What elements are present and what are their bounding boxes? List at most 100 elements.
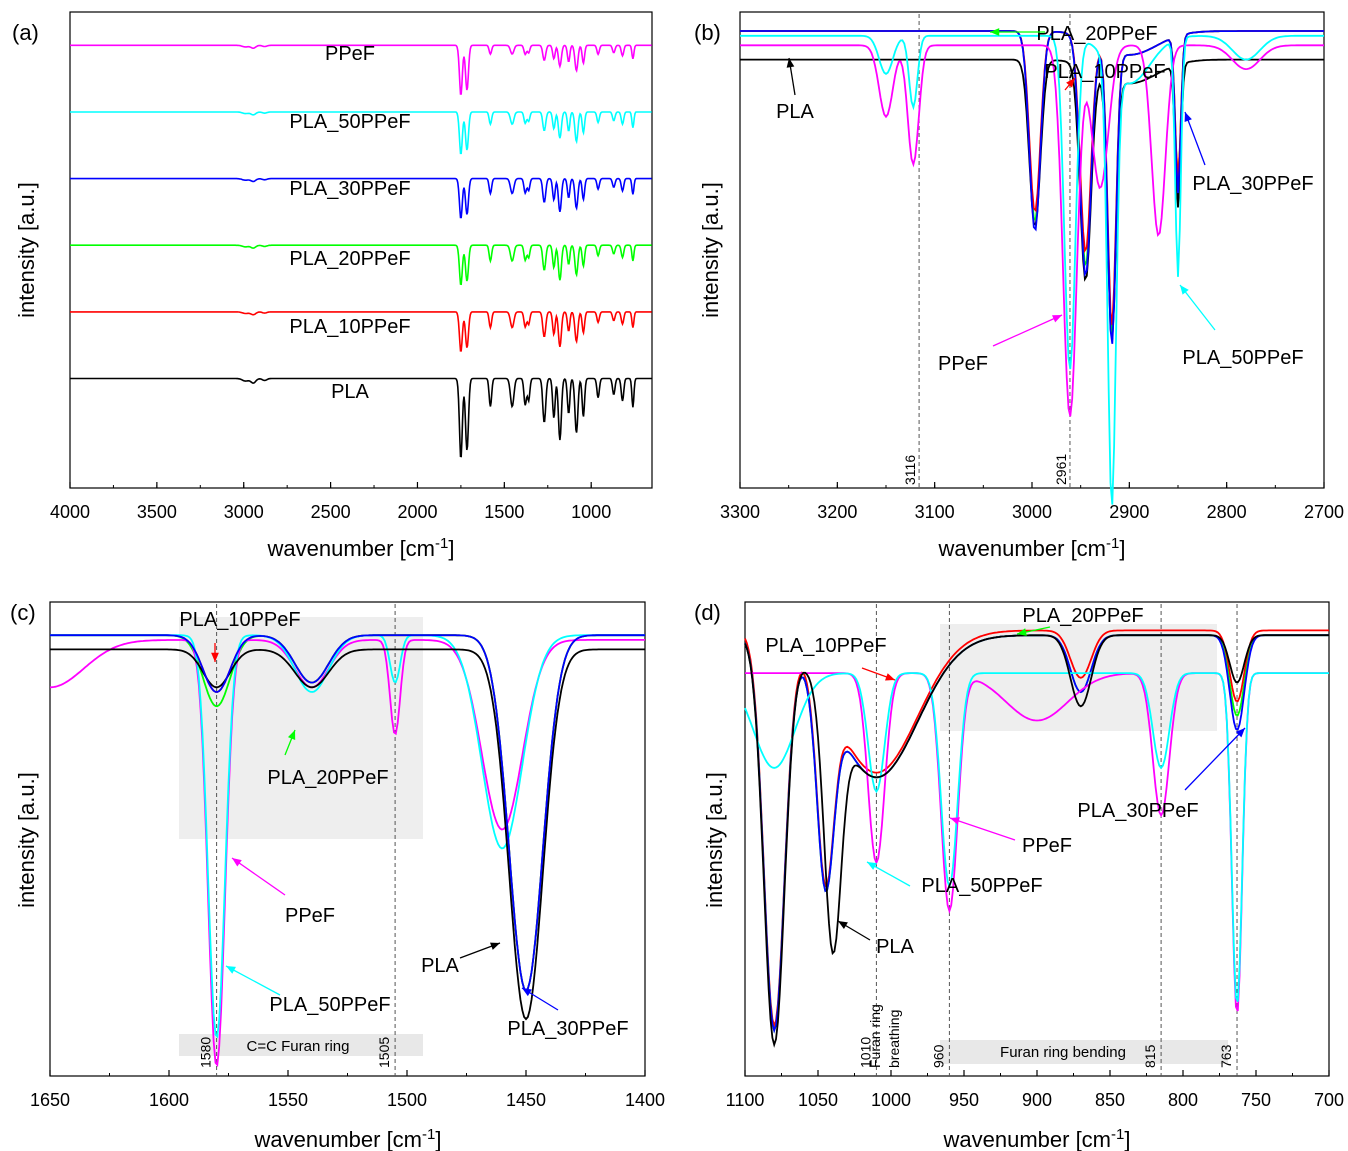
y-axis-label: intensity [a.u.] (14, 772, 39, 908)
annotation-arrow (231, 857, 286, 896)
x-tick-label: 750 (1241, 1090, 1271, 1110)
x-tick-label: 900 (1022, 1090, 1052, 1110)
series-line-PLA_50PPeF (70, 111, 652, 155)
x-tick-label: 3000 (1012, 502, 1052, 522)
x-tick-label: 1400 (625, 1090, 665, 1110)
series-line-PPeF (70, 44, 652, 95)
x-tick-label: 3100 (915, 502, 955, 522)
series-line-PLA_50PPeF (740, 34, 1324, 505)
x-tick-label: 700 (1314, 1090, 1344, 1110)
series-label: PLA (776, 101, 814, 123)
arrow-head (1235, 728, 1245, 738)
x-tick-label: 1000 (571, 502, 611, 522)
x-tick-label: 3300 (720, 502, 760, 522)
arrow-head (490, 942, 500, 950)
x-tick-label: 1000 (871, 1090, 911, 1110)
series-line-PLA (50, 648, 645, 1021)
arrow-head (287, 730, 296, 740)
arrow-head (1180, 285, 1189, 295)
x-axis-ticks: 3300 3200 3100 3000 2900 2800 2700 (720, 482, 1344, 522)
x-axis-label: wavenumber [cm-1] (267, 535, 455, 561)
series-line-PPeF (49, 639, 645, 1068)
arrow-head (1184, 112, 1192, 122)
series-label: PLA (876, 936, 914, 958)
marker-value: 1580 (198, 1037, 214, 1068)
x-tick-label: 950 (949, 1090, 979, 1110)
annotation-arrow (1184, 727, 1246, 791)
panel-d-furan-ring-region: 1100 1050 1000 950 900 850 800 750 700 1010 960 81… (694, 600, 1344, 1151)
region-label-box (940, 1040, 1228, 1064)
series-line-PLA (70, 377, 652, 458)
x-tick-label: 4000 (50, 502, 90, 522)
panel-label: (a) (12, 20, 39, 45)
arrow-head (226, 966, 236, 974)
arrow-head (990, 28, 1000, 36)
x-tick-label: 3500 (137, 502, 177, 522)
marker-value: 3116 (902, 455, 918, 485)
x-axis-label: wavenumber [cm-1] (943, 1126, 1131, 1151)
shaded-region (179, 617, 423, 839)
arrow-head (838, 921, 848, 930)
x-tick-label: 1550 (268, 1090, 308, 1110)
y-axis-label: intensity [a.u.] (698, 182, 723, 318)
marker-lines: 1010 960 815 763 (857, 604, 1238, 1076)
series-line-PLA_30PPeF (740, 30, 1324, 344)
x-axis-label: wavenumber [cm-1] (938, 535, 1126, 561)
x-tick-label: 3000 (224, 502, 264, 522)
arrow-head (1066, 78, 1075, 88)
series-label: PLA_50PPeF (269, 994, 390, 1016)
furan-breathing-label-1: Furan ring (867, 1004, 883, 1068)
x-tick-label: 2800 (1207, 502, 1247, 522)
series-line-PLA_30PPeF (70, 177, 652, 219)
series-line-PPeF (740, 44, 1324, 417)
series-curves (740, 30, 1324, 505)
y-axis-label: intensity [a.u.] (14, 182, 39, 318)
panel-label: (c) (10, 600, 36, 625)
series-label: PLA_50PPeF (921, 875, 1042, 897)
series-labels: PLA_10PPeF PLA_20PPeF PPeF PLA_50PPeF PLA PLA… (179, 609, 628, 1040)
x-tick-label: 3200 (817, 502, 857, 522)
series-line-PLA_30PPeF (50, 634, 645, 993)
marker-lines: 3116 2961 (902, 14, 1071, 488)
arrow-head (1052, 315, 1062, 323)
series-curves (744, 629, 1329, 1048)
series-labels: PLA PLA_20PPeF PLA_10PPeF PLA_30PPeF PPeF PLA… (776, 23, 1314, 375)
annotation-arrow (1184, 111, 1206, 166)
x-tick-label: 2000 (397, 502, 437, 522)
panel-c-furan-cc-region: 1650 1600 1550 1500 1450 1400 1580 1505 PLA_10… (10, 600, 665, 1151)
plot-frame (739, 11, 1325, 489)
marker-value: 2961 (1053, 454, 1069, 485)
x-tick-label: 1050 (798, 1090, 838, 1110)
x-tick-label: 2500 (311, 502, 351, 522)
series-label: PLA_50PPeF (1182, 347, 1303, 369)
panel-label: (b) (694, 20, 721, 45)
x-axis-label: wavenumber [cm-1] (254, 1126, 442, 1151)
series-label: PPeF (325, 43, 375, 65)
series-label: PLA_10PPeF (289, 316, 410, 338)
x-axis-ticks: 1650 1600 1550 1500 1450 1400 (30, 1070, 665, 1110)
series-label: PPeF (285, 905, 335, 927)
series-curves (70, 44, 652, 458)
x-axis-ticks: 1100 1050 1000 950 900 850 800 750 700 (726, 1070, 1344, 1110)
marker-value: 960 (930, 1044, 946, 1068)
series-label: PLA (421, 955, 459, 977)
x-tick-label: 1450 (506, 1090, 546, 1110)
x-tick-label: 1500 (387, 1090, 427, 1110)
series-label: PPeF (938, 353, 988, 375)
marker-value: 1010 (857, 1037, 873, 1068)
series-line-PLA_20PPeF (70, 244, 652, 286)
annotation-arrow (992, 314, 1063, 347)
series-label: PLA_10PPeF (1044, 61, 1165, 83)
series-label: PLA_50PPeF (289, 111, 410, 133)
region-label: Furan ring bending (1000, 1044, 1126, 1061)
arrow-head (950, 817, 960, 825)
arrow-head (522, 988, 532, 997)
furan-breathing-label-2: breathing (886, 1010, 902, 1068)
panel-b-ch-stretch-region: 3300 3200 3100 3000 2900 2800 2700 3116 2961 PL… (694, 11, 1344, 561)
series-line-PLA_50PPeF (744, 672, 1329, 1002)
series-label: PLA_10PPeF (765, 635, 886, 657)
x-tick-label: 1600 (149, 1090, 189, 1110)
series-line-PLA_10PPeF (744, 629, 1329, 1029)
panel-label: (d) (694, 600, 721, 625)
